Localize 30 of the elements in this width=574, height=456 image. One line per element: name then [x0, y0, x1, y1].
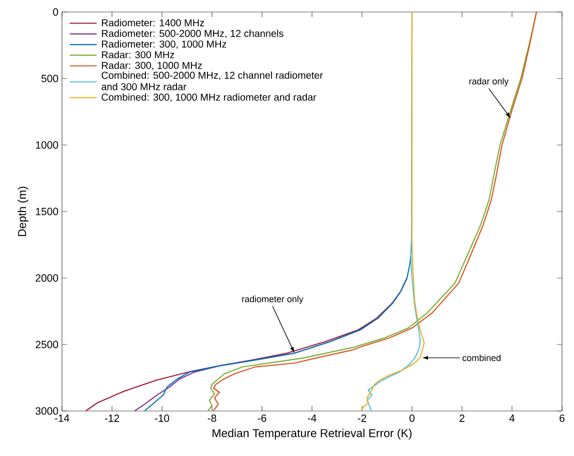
y-tick-label: 1500 [36, 208, 58, 216]
y-tick-label: 1000 [36, 141, 58, 149]
legend-label: Radar: 300, 1000 MHz [102, 62, 202, 70]
annotation: radiometer only [242, 296, 304, 304]
x-tick-label: 4 [509, 414, 515, 422]
x-tick-label: -4 [308, 414, 316, 422]
x-tick-label: -12 [104, 414, 120, 422]
x-tick-label: -2 [358, 414, 366, 422]
legend-label: Radiometer: 500-2000 MHz, 12 channels [102, 30, 284, 38]
x-tick-label: -8 [208, 414, 216, 422]
legend-label: Radiometer: 1400 MHz [102, 18, 204, 26]
x-tick-label: -14 [54, 414, 70, 422]
legend-label: Combined: 500-2000 MHz, 12 channel radiometer and 300 MHz radar [102, 71, 323, 90]
legend-label: Radiometer: 300, 1000 MHz [102, 40, 226, 49]
x-tick-label: -6 [258, 414, 266, 422]
x-tick-label: -10 [154, 414, 170, 422]
y-axis-title: Depth (m) [18, 186, 28, 236]
annotation: combined [462, 354, 500, 362]
annotation: radar only [469, 78, 509, 86]
x-tick-label: 0 [410, 414, 414, 422]
legend-label: Radar: 300 MHz [102, 50, 174, 58]
x-axis-title: Median Temperature Retrieval Error (K) [212, 428, 412, 440]
legend-label: Combined: 300, 1000 MHz radiometer and radar [102, 93, 316, 102]
y-tick-label: 2000 [36, 274, 58, 282]
x-tick-label: 6 [560, 414, 564, 422]
y-tick-label: 3000 [36, 407, 58, 415]
x-tick-label: 2 [460, 414, 464, 422]
y-tick-label: 2500 [36, 340, 58, 348]
y-tick-label: 500 [41, 74, 58, 82]
y-tick-label: 0 [53, 8, 58, 16]
